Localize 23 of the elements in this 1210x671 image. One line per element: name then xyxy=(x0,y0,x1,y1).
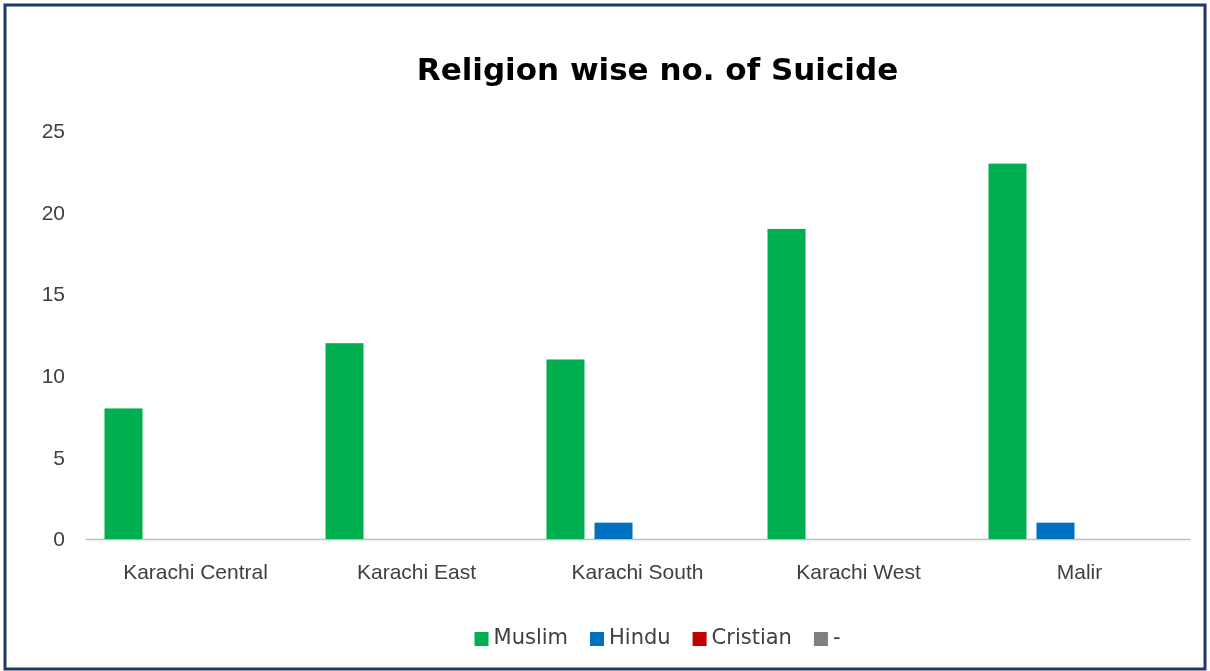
y-tick-label: 25 xyxy=(41,119,65,143)
legend-label: Cristian xyxy=(711,625,792,649)
y-tick-label: 15 xyxy=(41,282,65,306)
bar xyxy=(325,343,364,539)
bar xyxy=(546,359,585,539)
y-tick-label: 10 xyxy=(41,364,65,388)
y-tick-label: 0 xyxy=(53,527,65,551)
bar xyxy=(594,522,633,539)
x-tick-label: Karachi Central xyxy=(123,559,268,583)
y-tick-label: 5 xyxy=(53,445,65,469)
bar xyxy=(1036,522,1075,539)
legend-label: Muslim xyxy=(493,625,569,649)
x-tick-label: Karachi East xyxy=(356,559,477,583)
bar xyxy=(104,408,143,539)
legend-label: - xyxy=(832,625,841,649)
bar xyxy=(767,228,806,539)
bar xyxy=(988,163,1027,539)
x-tick-label: Karachi South xyxy=(571,559,704,583)
x-tick-label: Karachi West xyxy=(796,559,921,583)
legend-label: Hindu xyxy=(609,625,671,649)
chart-title: Religion wise no. of Suicide xyxy=(416,51,899,87)
x-tick-label: Malir xyxy=(1056,559,1103,583)
y-tick-label: 20 xyxy=(41,200,65,224)
